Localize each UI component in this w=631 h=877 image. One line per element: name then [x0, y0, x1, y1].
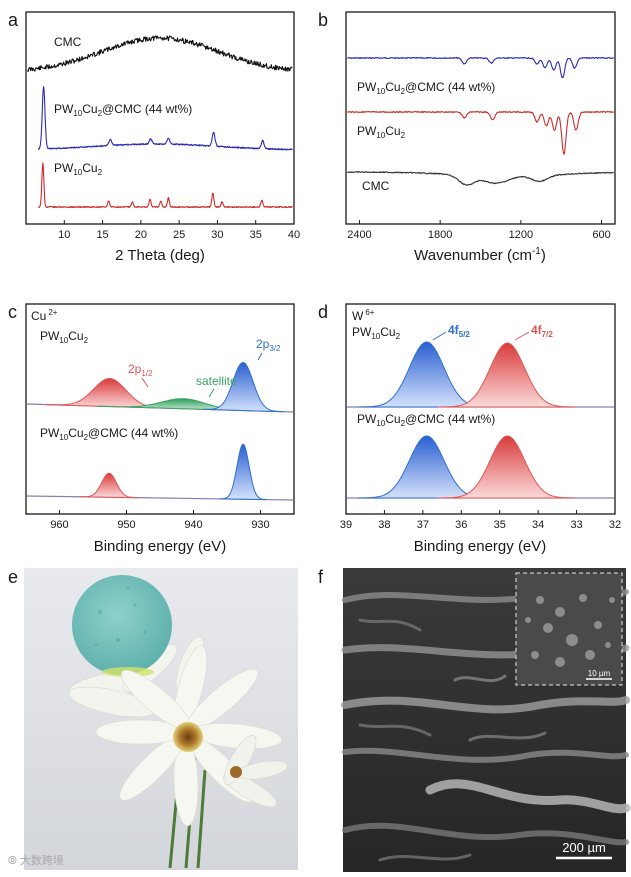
panel-b-label-pw10cu2-cmc: PW10Cu2@CMC (44 wt%): [357, 80, 495, 96]
panel-f-letter: f: [318, 567, 324, 587]
panel-e-letter: e: [8, 567, 18, 587]
panel-c-x-tick-label: 930: [251, 519, 269, 531]
panel-d-label-pw10cu2-cmc: PW10Cu2@CMC (44 wt%): [357, 412, 495, 428]
panel-a-frame: [25, 11, 295, 225]
panel-c-label-pw10cu2-cmc: PW10Cu2@CMC (44 wt%): [40, 426, 178, 442]
panel-d-peaks: [347, 341, 614, 499]
panel-b-frame: [345, 11, 616, 225]
panel-c-arrow-satellite: [208, 388, 215, 398]
panel-e-aerogel-disc: [72, 575, 172, 675]
panel-d-x-ticks: 39 38 37 36 35 34 33 32: [340, 510, 621, 531]
panel-b-label-pw10cu2: PW10Cu2: [357, 124, 406, 140]
panel-d-annotation-4f72: 4f7/2: [531, 323, 553, 339]
panel-c-frame: [25, 303, 295, 515]
panel-d-x-tick-label: 35: [494, 519, 506, 531]
panel-b-series-pw10cu2: [346, 110, 614, 155]
panel-c-x-ticks: 960 950 940 930: [50, 510, 270, 531]
panel-a-x-tick-label: 20: [135, 229, 147, 241]
panel-c-peaks: [26, 361, 294, 501]
panel-d-peak-4f72: [438, 342, 576, 408]
panel-b-x-tick-label: 600: [592, 229, 610, 241]
panel-c-annotation-2p32: 2p3/2: [256, 337, 281, 353]
panel-d: d 39 38 37 36 35 34 33 32 W 6+ PW10Cu2 PW10Cu2@C…: [318, 302, 621, 555]
panel-c-corner-label: Cu 2+: [31, 308, 58, 323]
panel-d-corner-label: W 6+: [352, 308, 375, 323]
panel-a-x-tick-label: 10: [58, 229, 70, 241]
panel-b-label-cmc: CMC: [362, 179, 390, 193]
panel-c-x-tick-label: 940: [184, 519, 202, 531]
panel-d-x-tick-label: 32: [609, 519, 621, 531]
panel-e-flower-center: [173, 722, 203, 752]
panel-a-series-pw10cu2: [37, 162, 293, 209]
panel-d-arrow-4f52: [432, 331, 447, 341]
panel-b-x-axis-label: Wavenumber (cm-1): [414, 246, 546, 264]
panel-e-main-flower: [95, 645, 283, 827]
panel-f-inset: [515, 572, 623, 686]
panel-c-arrow-2p12: [141, 377, 149, 388]
panel-a-x-tick-label: 30: [211, 229, 223, 241]
panel-d-arrow-4f72: [514, 331, 530, 341]
panel-d-x-tick-label: 37: [417, 519, 429, 531]
panel-e-disc-texture: [94, 586, 147, 647]
panel-b-series-pw10cu2-cmc: [347, 56, 614, 79]
panel-c-peak-2p32: [202, 361, 284, 413]
panel-d-x-tick-label: 33: [570, 519, 582, 531]
panel-f-inset-scale-label: 10 µm: [588, 669, 611, 678]
panel-c-label-pw10cu2: PW10Cu2: [40, 329, 89, 345]
panel-c-x-tick-label: 950: [117, 519, 135, 531]
panel-c-peak-2p12: [79, 472, 138, 499]
panel-e: e: [8, 567, 298, 870]
panel-a: a 10 15 20 25 30 35 40 CMC PW10Cu2@CMC (44 wt%…: [8, 10, 300, 264]
panel-d-frame: [345, 303, 616, 515]
panel-c-x-axis-label: Binding energy (eV): [94, 538, 227, 555]
watermark: ⦾ 大数跨境: [8, 855, 64, 867]
panel-d-x-axis-label: Binding energy (eV): [414, 538, 547, 555]
panel-a-letter: a: [8, 10, 19, 30]
panel-a-x-ticks: 10 15 20 25 30 35 40: [58, 220, 300, 241]
panel-a-series-pw10cu2-cmc: [37, 86, 293, 151]
panel-f-scale-label: 200 µm: [562, 840, 606, 855]
panel-f: f 10 µm 200 µm: [318, 567, 631, 872]
panel-a-x-tick-label: 40: [288, 229, 300, 241]
panel-b-series-cmc: [347, 171, 615, 186]
panel-f-inset-particles: [525, 594, 615, 667]
panel-b: b 2400 1800 1200 600 PW10Cu2@CMC (44 wt%) P…: [318, 10, 616, 264]
panel-d-annotation-4f52: 4f5/2: [448, 323, 470, 339]
panel-c: c 960 950 940 930 Cu 2+ PW10Cu2 PW10Cu2@CMC …: [8, 302, 295, 555]
panel-b-x-ticks: 2400 1800 1200 600: [347, 220, 611, 241]
panel-b-x-tick-label: 1200: [509, 229, 533, 241]
panel-c-annotation-2p12: 2p1/2: [128, 362, 153, 378]
panel-e-side-flower-center: [230, 766, 242, 778]
panel-a-label-pw10cu2: PW10Cu2: [54, 161, 103, 177]
panel-b-letter: b: [318, 10, 328, 30]
panel-c-x-tick-label: 960: [50, 519, 68, 531]
panel-d-letter: d: [318, 302, 328, 322]
panel-a-series-cmc: [27, 35, 293, 73]
panel-a-x-tick-label: 35: [250, 229, 262, 241]
panel-c-annotation-satellite: satellite: [196, 374, 237, 388]
panel-c-letter: c: [8, 302, 17, 322]
panel-a-label-cmc: CMC: [54, 35, 82, 49]
panel-a-x-tick-label: 25: [173, 229, 185, 241]
panel-d-peak-4f72: [438, 435, 576, 499]
panel-d-x-tick-label: 34: [532, 519, 544, 531]
panel-b-x-tick-label: 2400: [347, 229, 371, 241]
panel-b-x-tick-label: 1800: [428, 229, 452, 241]
panel-a-label-pw10cu2-cmc: PW10Cu2@CMC (44 wt%): [54, 102, 192, 118]
panel-d-x-tick-label: 36: [455, 519, 467, 531]
panel-c-peak-2p32: [218, 443, 267, 501]
panel-c-arrow-2p32: [257, 352, 263, 361]
panel-a-x-axis-label: 2 Theta (deg): [115, 247, 205, 264]
panel-d-label-pw10cu2: PW10Cu2: [352, 325, 401, 341]
panel-a-x-tick-label: 15: [96, 229, 108, 241]
panel-d-x-tick-label: 38: [378, 519, 390, 531]
panel-d-x-tick-label: 39: [340, 519, 352, 531]
